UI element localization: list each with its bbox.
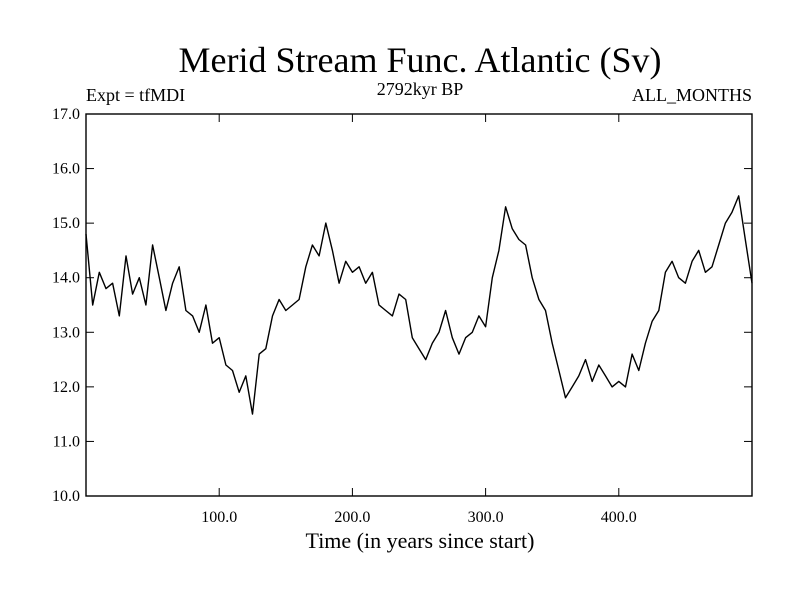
plot-frame (85, 113, 753, 497)
x-tick-label: 300.0 (468, 509, 504, 526)
x-tick-label: 200.0 (334, 509, 370, 526)
experiment-label: Expt = tfMDI (86, 85, 185, 105)
x-axis-label: Time (in years since start) (306, 528, 535, 553)
y-tick-label: 12.0 (52, 379, 80, 396)
y-tick-label: 16.0 (52, 161, 80, 178)
y-tick-label: 10.0 (52, 488, 80, 505)
y-tick-label: 13.0 (52, 324, 80, 341)
y-tick-label: 15.0 (52, 215, 80, 232)
months-label: ALL_MONTHS (632, 85, 752, 105)
y-axis: 10.0 11.0 12.0 13.0 14.0 15.0 16.0 17.0 (52, 106, 752, 505)
series-line (85, 195, 753, 415)
x-axis: 100.0 200.0 300.0 400.0 (201, 114, 637, 526)
period-label: 2792kyr BP (377, 79, 464, 99)
y-tick-label: 14.0 (52, 270, 80, 287)
x-tick-label: 400.0 (601, 509, 637, 526)
chart-title: Merid Stream Func. Atlantic (Sv) (179, 40, 662, 80)
y-tick-label: 17.0 (52, 106, 80, 123)
series-group (85, 195, 753, 415)
x-tick-label: 100.0 (201, 509, 237, 526)
y-tick-label: 11.0 (53, 433, 80, 450)
